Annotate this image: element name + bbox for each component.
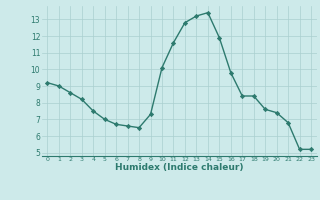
X-axis label: Humidex (Indice chaleur): Humidex (Indice chaleur) bbox=[115, 163, 244, 172]
